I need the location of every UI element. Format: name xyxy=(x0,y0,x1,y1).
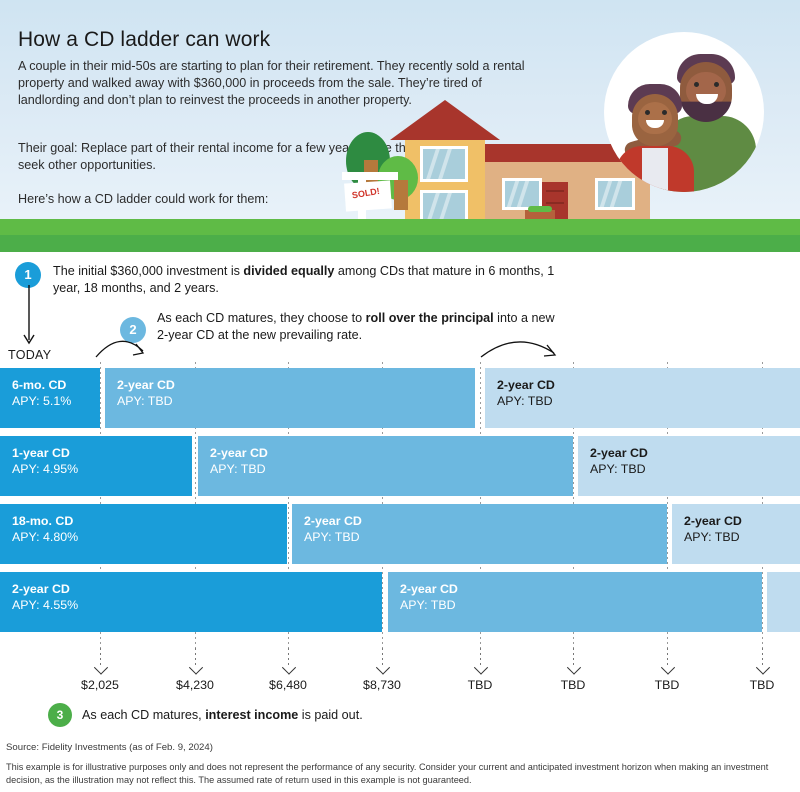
cd-segment[interactable]: 2-year CD APY: TBD xyxy=(292,504,667,564)
step-2-text-bold: roll over the principal xyxy=(365,311,494,325)
step-1-text: The initial $360,000 investment is divid… xyxy=(53,263,573,296)
chevron-down-icon xyxy=(660,660,676,675)
cd-segment[interactable]: 2-year CD APY: TBD xyxy=(485,368,800,428)
table-row: 2-year CD APY: 4.55% 2-year CD APY: TBD xyxy=(0,572,800,632)
page-title: How a CD ladder can work xyxy=(18,28,271,51)
chevron-down-icon xyxy=(566,660,582,675)
cd-segment[interactable]: 1-year CD APY: 4.95% xyxy=(0,436,192,496)
disclaimer-text: This example is for illustrative purpose… xyxy=(6,762,769,785)
cd-segment-apy: APY: TBD xyxy=(210,462,266,476)
cd-segment[interactable] xyxy=(767,572,800,632)
cd-segment-term: 2-year CD xyxy=(210,446,268,460)
cd-segment[interactable]: 2-year CD APY: TBD xyxy=(578,436,800,496)
hero-paragraph-1: A couple in their mid-50s are starting t… xyxy=(18,59,525,107)
axis-label: $8,730 xyxy=(363,678,401,692)
source-line: Source: Fidelity Investments (as of Feb.… xyxy=(6,742,213,753)
axis-tick xyxy=(480,648,481,666)
cd-segment-apy: APY: 5.1% xyxy=(12,394,72,408)
today-label: TODAY xyxy=(8,348,52,362)
step-3-text-before: As each CD matures, xyxy=(82,708,206,722)
cd-segment-apy: APY: TBD xyxy=(400,598,456,612)
chevron-down-icon xyxy=(188,660,204,675)
cd-segment-term: 2-year CD xyxy=(590,446,648,460)
step-1-text-before: The initial $360,000 investment is xyxy=(53,264,244,278)
cd-segment[interactable]: 2-year CD APY: TBD xyxy=(105,368,475,428)
axis-label: $2,025 xyxy=(81,678,119,692)
axis-label: $4,230 xyxy=(176,678,214,692)
table-row: 18-mo. CD APY: 4.80% 2-year CD APY: TBD 2-ye… xyxy=(0,504,800,564)
cd-segment-apy: APY: TBD xyxy=(497,394,553,408)
axis-label: TBD xyxy=(749,678,775,692)
cd-segment-apy: APY: TBD xyxy=(590,462,646,476)
step-1-badge: 1 xyxy=(15,262,41,288)
hero-panel: How a CD ladder can work A couple in the… xyxy=(0,0,800,235)
step-2-badge: 2 xyxy=(120,317,146,343)
cd-segment-apy: APY: 4.80% xyxy=(12,530,79,544)
cd-segment[interactable]: 6-mo. CD APY: 5.1% xyxy=(0,368,100,428)
cd-segment[interactable]: 2-year CD APY: TBD xyxy=(388,572,762,632)
step-1-text-bold: divided equally xyxy=(243,264,335,278)
axis-label: TBD xyxy=(654,678,680,692)
couple-avatar xyxy=(604,32,764,192)
table-row: 1-year CD APY: 4.95% 2-year CD APY: TBD 2-ye… xyxy=(0,436,800,496)
axis-label: TBD xyxy=(467,678,493,692)
green-divider-band xyxy=(0,235,800,252)
grass-strip xyxy=(0,219,800,235)
chevron-down-icon xyxy=(93,660,109,675)
payout-axis: $2,025 $4,230 $6,480 $8,730 TBD TBD TBD TBD xyxy=(0,648,800,698)
axis-tick xyxy=(762,648,763,666)
cd-segment-term: 2-year CD xyxy=(400,582,458,596)
cd-ladder-chart: 6-mo. CD APY: 5.1% 2-year CD APY: TBD 2-year… xyxy=(0,368,800,640)
chevron-down-icon xyxy=(755,660,771,675)
axis-tick xyxy=(195,648,196,666)
step-2-text-after: into a new 2-year CD at the new prevaili… xyxy=(157,311,555,342)
cd-segment-term: 1-year CD xyxy=(12,446,70,460)
chevron-down-icon xyxy=(281,660,297,675)
hero-paragraph-2: Their goal: Replace part of their rental… xyxy=(18,141,420,172)
step-2-text-before: As each CD matures, they choose to xyxy=(157,311,366,325)
gridline xyxy=(288,362,289,650)
cd-segment-apy: APY: 4.95% xyxy=(12,462,79,476)
chevron-down-icon xyxy=(375,660,391,675)
cd-segment[interactable]: 2-year CD APY: TBD xyxy=(198,436,573,496)
cd-segment[interactable]: 2-year CD APY: TBD xyxy=(672,504,800,564)
axis-tick xyxy=(382,648,383,666)
axis-tick xyxy=(573,648,574,666)
axis-tick xyxy=(100,648,101,666)
cd-segment-term: 2-year CD xyxy=(304,514,362,528)
cd-segment-apy: APY: TBD xyxy=(117,394,173,408)
flow-arrows xyxy=(23,285,557,358)
axis-tick xyxy=(667,648,668,666)
cd-segment-term: 2-year CD xyxy=(117,378,175,392)
cd-segment-term: 6-mo. CD xyxy=(12,378,67,392)
step-3-badge: 3 xyxy=(48,703,72,727)
step-3-text-after: is paid out. xyxy=(298,708,363,722)
chevron-down-icon xyxy=(473,660,489,675)
table-row: 6-mo. CD APY: 5.1% 2-year CD APY: TBD 2-year… xyxy=(0,368,800,428)
step-2-text: As each CD matures, they choose to roll … xyxy=(157,310,557,343)
axis-tick xyxy=(288,648,289,666)
cd-segment-apy: APY: TBD xyxy=(684,530,740,544)
cd-segment-term: 18-mo. CD xyxy=(12,514,74,528)
cd-segment-term: 2-year CD xyxy=(497,378,555,392)
step-1-text-after: among CDs that mature in 6 months, 1 yea… xyxy=(53,264,555,295)
hero-paragraph-3: Here’s how a CD ladder could work for th… xyxy=(18,192,269,206)
cd-segment-term: 2-year CD xyxy=(684,514,742,528)
cd-segment-term: 2-year CD xyxy=(12,582,70,596)
gridline xyxy=(667,362,668,650)
sold-label: SOLD! xyxy=(351,185,381,201)
axis-label: TBD xyxy=(560,678,586,692)
step-3-text-bold: interest income xyxy=(205,708,299,722)
axis-label: $6,480 xyxy=(269,678,307,692)
cd-segment[interactable]: 2-year CD APY: 4.55% xyxy=(0,572,382,632)
cd-segment-apy: APY: 4.55% xyxy=(12,598,79,612)
cd-segment-apy: APY: TBD xyxy=(304,530,360,544)
step-3-text: As each CD matures, interest income is p… xyxy=(82,707,582,724)
cd-segment[interactable]: 18-mo. CD APY: 4.80% xyxy=(0,504,287,564)
